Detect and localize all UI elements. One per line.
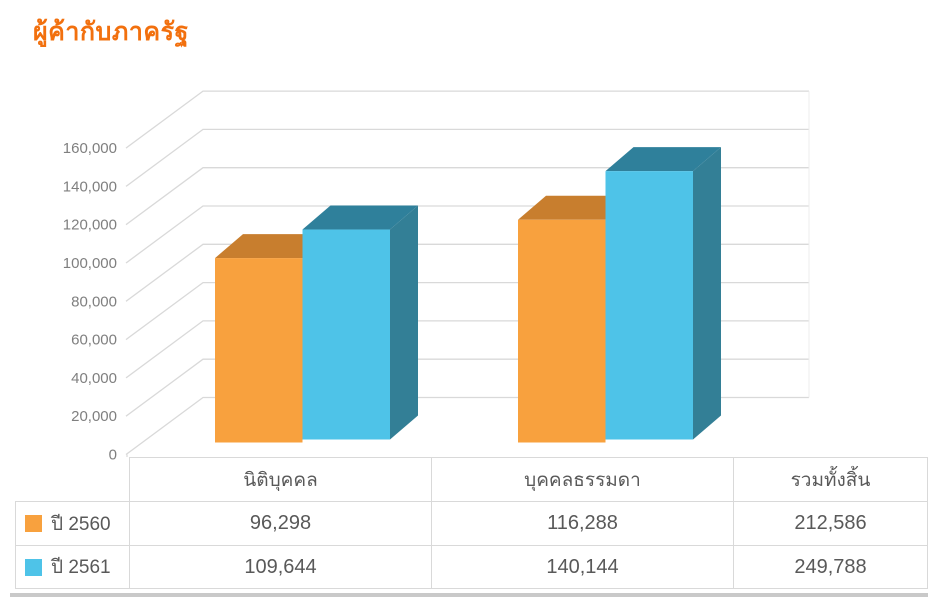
legend-item-2561: ปี 2561 — [15, 545, 129, 589]
legend-item-2560: ปี 2560 — [15, 501, 129, 545]
series-2560-color-swatch — [25, 515, 42, 532]
gridline — [125, 128, 809, 187]
table-header-grand-total: รวมทั้งสิ้น — [733, 457, 928, 501]
y-axis-tick-label: 100,000 — [63, 255, 117, 272]
bar-ปี 2561-นิติบุคคล — [302, 229, 390, 440]
bar-ปี 2561-บุคคลธรรมดา — [605, 171, 693, 440]
y-axis-tick-label: 80,000 — [71, 293, 117, 310]
gridline — [125, 167, 809, 226]
page-title: ผู้ค้ากับภาครัฐ — [33, 18, 189, 46]
bar-side-ปี 2561-บุคคลธรรมดา — [693, 147, 721, 440]
y-axis-tick-label: 160,000 — [63, 140, 117, 157]
table-header-juristic-person: นิติบุคคล — [129, 457, 431, 501]
y-axis-tick-label: 140,000 — [63, 178, 117, 195]
value-2560-natural: 116,288 — [431, 501, 733, 545]
value-2561-juristic: 109,644 — [129, 545, 431, 589]
y-axis-tick-label: 60,000 — [71, 332, 117, 349]
bar-top-ปี 2560-บุคคลธรรมดา — [518, 195, 634, 220]
y-axis-tick-label: 0 — [109, 447, 117, 464]
bar-top-ปี 2561-บุคคลธรรมดา — [605, 147, 721, 172]
y-axis-tick-label: 120,000 — [63, 217, 117, 234]
value-2560-juristic: 96,298 — [129, 501, 431, 545]
table-corner-cell — [15, 457, 129, 501]
gridline — [125, 90, 809, 149]
y-axis-tick-label: 40,000 — [71, 370, 117, 387]
bar-top-ปี 2560-นิติบุคคล — [215, 234, 331, 259]
value-2561-total: 249,788 — [733, 545, 928, 589]
data-table: นิติบุคคล บุคคลธรรมดา รวมทั้งสิ้น ปี 256… — [15, 457, 928, 589]
y-axis-tick-label: 20,000 — [71, 408, 117, 425]
value-2561-natural: 140,144 — [431, 545, 733, 589]
series-2561-color-swatch — [25, 558, 42, 576]
series-2560-label: ปี 2560 — [51, 513, 111, 535]
table-header-natural-person: บุคคลธรรมดา — [431, 457, 733, 501]
bar-ปี 2560-บุคคลธรรมดา — [518, 219, 606, 443]
series-2561-label: ปี 2561 — [51, 557, 111, 578]
bar-ปี 2560-นิติบุคคล — [215, 258, 303, 443]
bar-side-ปี 2561-นิติบุคคล — [390, 205, 418, 440]
table-bottom-edge — [10, 593, 928, 597]
bar-top-ปี 2561-นิติบุคคล — [302, 205, 418, 230]
value-2560-total: 212,586 — [733, 501, 928, 545]
